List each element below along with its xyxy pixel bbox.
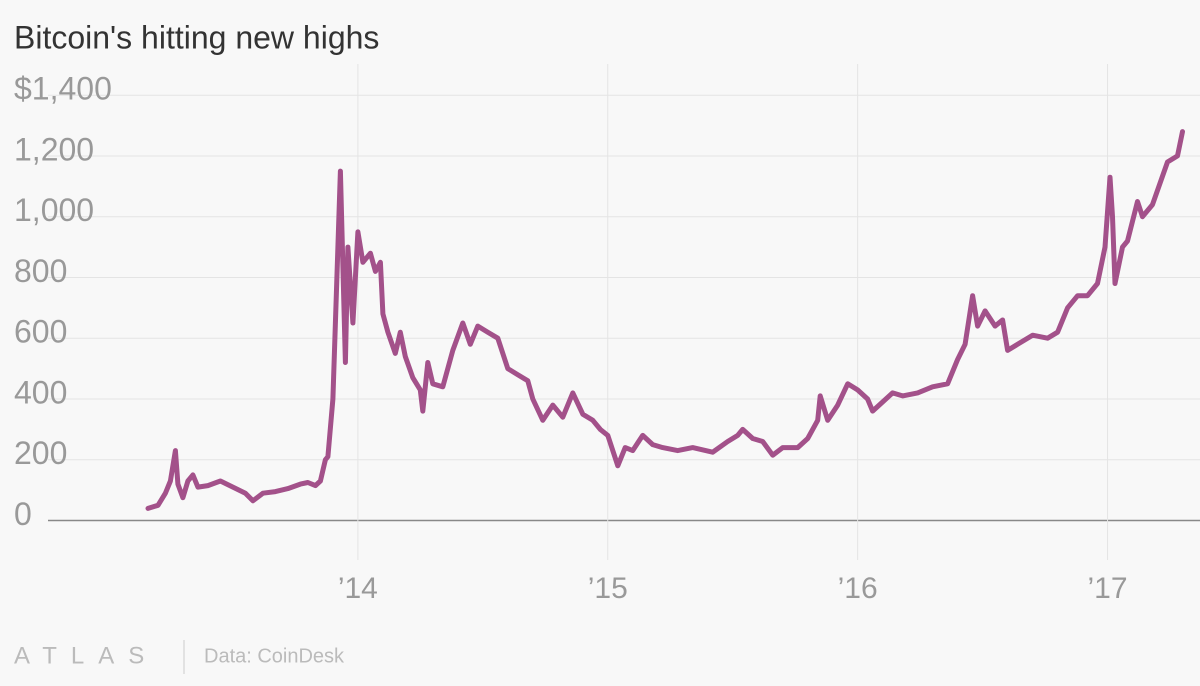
source: Data: CoinDesk [204, 645, 345, 667]
y-tick-label: 400 [14, 374, 67, 410]
y-tick-label: 600 [14, 314, 67, 350]
x-tick-label: ’15 [588, 572, 628, 605]
y-tick-label: 200 [14, 435, 67, 471]
x-tick-label: ’16 [838, 572, 878, 605]
x-tick-label: ’14 [338, 572, 378, 605]
line [145, 129, 1185, 511]
y-tick-label: 0 [14, 496, 32, 532]
y-tick-label: $1,400 [14, 71, 112, 107]
chart-title: Bitcoin's hitting new highs [14, 19, 379, 55]
x-tick-label: ’17 [1088, 572, 1128, 605]
y-tick-label: 1,000 [14, 192, 94, 228]
y-tick-label: 800 [14, 253, 67, 289]
brand: ATLAS [14, 642, 158, 669]
y-tick-label: 1,200 [14, 131, 94, 167]
